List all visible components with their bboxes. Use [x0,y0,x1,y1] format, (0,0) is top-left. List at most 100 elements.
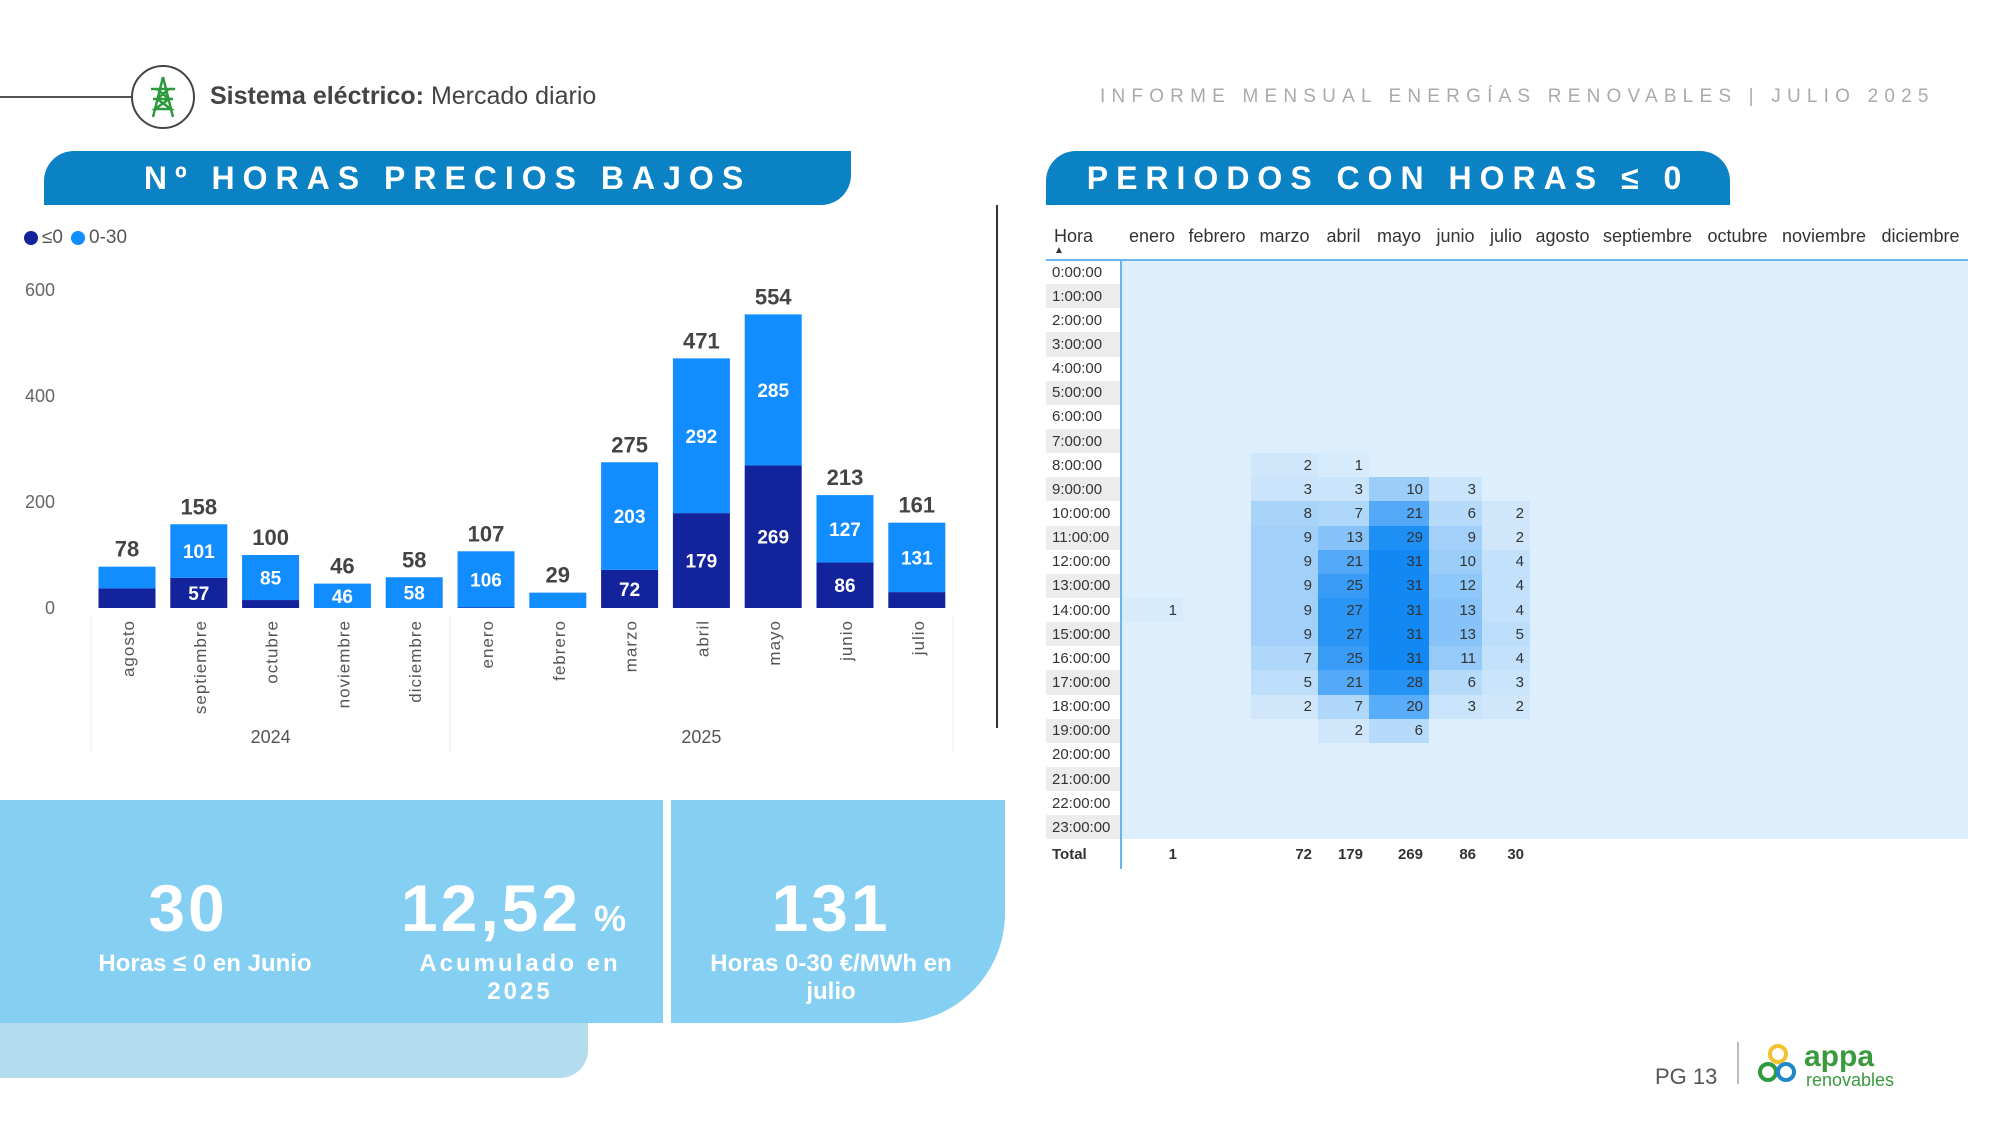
heat-cell [1595,453,1700,478]
bar-0-30[interactable] [672,358,730,514]
hour-cell: 7:00:00 [1046,428,1122,454]
heat-cell: 3 [1251,477,1318,502]
column-header-diciembre[interactable]: diciembre [1873,222,1968,261]
heat-cell [1318,404,1369,429]
heat-cell: 2 [1482,525,1530,550]
bar-0-30[interactable] [313,583,371,608]
bar-0-30[interactable] [744,314,802,466]
heat-cell [1775,477,1873,502]
heat-cell [1595,694,1700,719]
column-header-noviembre[interactable]: noviembre [1775,222,1873,261]
heat-cell [1121,428,1183,454]
total-cell: 86 [1429,839,1482,870]
total-cell: 1 [1121,839,1183,870]
heat-cell [1595,308,1700,333]
heat-cell [1183,670,1251,695]
heat-cell [1121,404,1183,429]
bar-le0[interactable] [816,562,874,608]
heat-cell: 2 [1482,694,1530,719]
heat-cell: 27 [1318,597,1369,623]
heat-cell [1121,453,1183,478]
heat-cell: 1 [1318,453,1369,478]
bar-0-30[interactable] [385,577,443,608]
kpi-accumulated-value: 12,52 % [400,871,630,945]
bar-le0[interactable] [888,592,946,608]
heat-cell [1251,356,1318,381]
heat-cell [1121,718,1183,743]
bar-0-30[interactable] [529,592,587,608]
bar-0-30[interactable] [170,524,228,578]
heat-cell: 9 [1251,622,1318,647]
heat-cell [1530,549,1595,574]
column-header-hora[interactable]: Hora ▲ [1046,222,1121,261]
bar-le0[interactable] [98,588,156,608]
bar-le0[interactable] [457,607,515,608]
column-header-julio[interactable]: julio [1482,222,1530,261]
heat-cell [1121,791,1183,816]
total-cell [1873,839,1968,870]
column-header-mayo[interactable]: mayo [1369,222,1429,261]
heat-cell: 28 [1369,670,1429,695]
bar-0-30[interactable] [601,462,659,570]
heat-cell [1530,573,1595,598]
heat-cell [1429,356,1482,381]
heat-cell [1700,791,1775,816]
heat-cell: 3 [1429,694,1482,719]
column-header-marzo[interactable]: marzo [1251,222,1318,261]
bar-le0[interactable] [744,465,802,608]
total-cell: 269 [1369,839,1429,870]
x-category-label: marzo [622,620,641,672]
kpi-panel: 30 Horas ≤ 0 en Junio 12,52 % Acumulado … [0,800,663,1023]
column-header-enero[interactable]: enero [1121,222,1183,261]
heat-cell [1530,284,1595,309]
table-row: 15:00:00 9 27 31 13 5 [1046,622,1968,647]
report-title: INFORME MENSUAL ENERGÍAS RENOVABLES | JU… [1100,86,1935,107]
heat-cell [1873,670,1968,695]
heat-cell [1482,766,1530,792]
bar-0-30[interactable] [98,566,156,589]
bar-0-30[interactable] [816,495,874,563]
heat-cell [1595,525,1700,550]
heat-cell [1121,380,1183,405]
heat-cell [1369,766,1429,792]
y-tick-label: 200 [25,492,55,512]
column-header-octubre[interactable]: octubre [1700,222,1775,261]
heat-cell [1595,766,1700,792]
heat-cell [1369,453,1429,478]
heat-cell [1429,428,1482,454]
heat-cell: 2 [1251,694,1318,719]
bar-0-30[interactable] [242,555,300,601]
bar-0-30[interactable] [457,551,515,608]
heat-cell [1700,646,1775,671]
column-header-febrero[interactable]: febrero [1183,222,1251,261]
heat-cell: 21 [1318,670,1369,695]
heat-cell: 6 [1429,670,1482,695]
heat-cell: 11 [1429,646,1482,671]
bar-le0[interactable] [170,577,228,608]
stacked-bar-chart: 0 200 400 600 78 agosto 57 101 158 septiembre 85 10… [25,280,954,753]
divider [996,205,998,728]
bar-le0[interactable] [672,513,730,608]
bar-le0[interactable] [242,600,300,608]
column-header-abril[interactable]: abril [1318,222,1369,261]
heat-cell [1429,260,1482,285]
heat-cell: 2 [1251,453,1318,478]
column-header-agosto[interactable]: agosto [1530,222,1595,261]
heat-cell: 3 [1318,477,1369,502]
bar-0-30[interactable] [888,522,946,593]
heat-cell [1530,718,1595,743]
logo-subtext: renovables [1806,1070,1894,1090]
column-header-septiembre[interactable]: septiembre [1595,222,1700,261]
kpi-hours-le0-label: Horas ≤ 0 en Junio [98,950,312,977]
bar-value-label: 46 [332,587,353,608]
column-header-junio[interactable]: junio [1429,222,1482,261]
table-row: 17:00:00 5 21 28 6 3 [1046,670,1968,695]
negative-hours-banner: PERIODOS CON HORAS ≤ 0 [1046,151,1730,205]
heat-cell [1700,453,1775,478]
hour-cell: 23:00:00 [1046,815,1122,840]
heat-cell [1318,742,1369,767]
bar-le0[interactable] [601,569,659,608]
heat-cell [1595,670,1700,695]
bar-total-label: 158 [180,494,217,519]
bar-value-label: 57 [188,584,209,605]
